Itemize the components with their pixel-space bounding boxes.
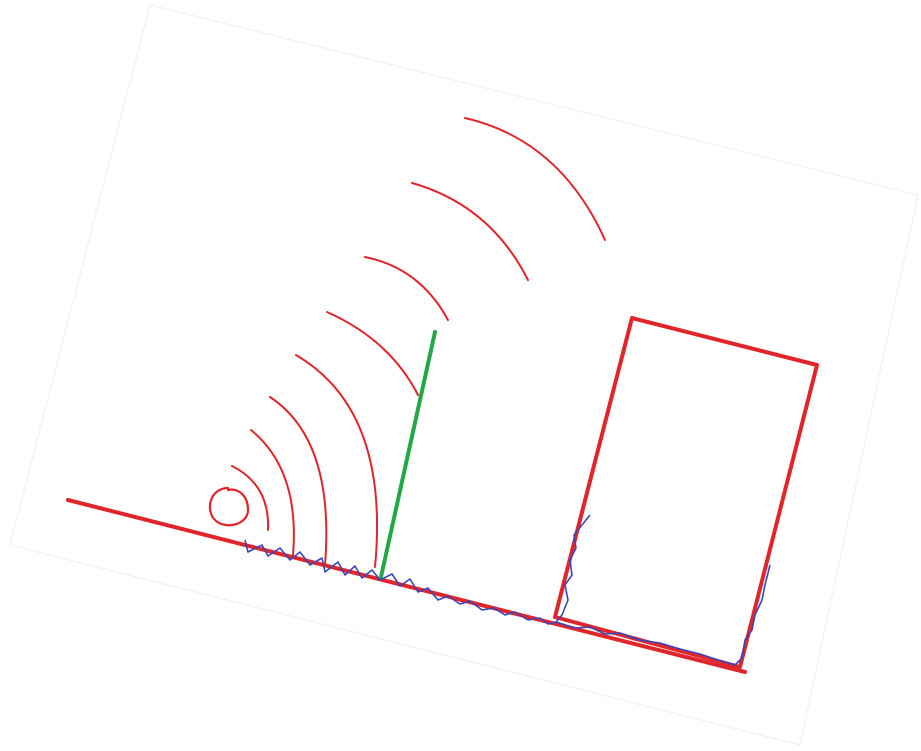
box bbox=[553, 316, 819, 669]
wave-arc bbox=[231, 465, 270, 531]
wave-arc bbox=[250, 429, 295, 556]
source-circle bbox=[208, 486, 250, 527]
trace bbox=[244, 539, 557, 625]
wave-arc bbox=[464, 117, 606, 241]
wave-arc bbox=[411, 182, 529, 281]
trace bbox=[555, 564, 771, 666]
wave-arc bbox=[364, 256, 449, 321]
waves bbox=[208, 117, 606, 568]
green-line bbox=[379, 330, 437, 579]
wave-arc bbox=[326, 311, 419, 396]
blue-trace bbox=[244, 514, 771, 666]
paper bbox=[9, 4, 919, 746]
ground-line bbox=[66, 498, 747, 674]
trace bbox=[555, 514, 591, 623]
wave-arc bbox=[269, 396, 328, 566]
wave-arc bbox=[295, 354, 379, 568]
